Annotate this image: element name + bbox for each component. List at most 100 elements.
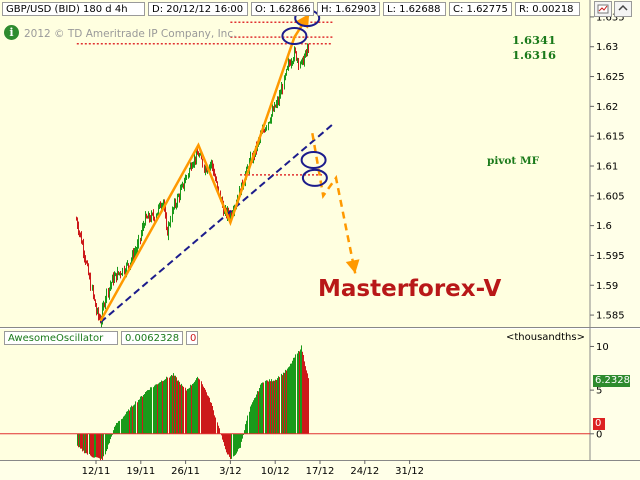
- candle-body: [166, 216, 167, 228]
- candle-body: [218, 186, 219, 191]
- candle-body: [224, 210, 225, 214]
- header-range: R: 0.00218: [515, 2, 580, 16]
- date-tick-label: 26/11: [171, 466, 200, 477]
- trend-line: [99, 123, 334, 323]
- candle-body: [288, 62, 289, 67]
- price-tick-label: 1.6: [596, 221, 612, 232]
- copyright-text: 2012 © TD Ameritrade IP Company, Inc.: [24, 28, 237, 40]
- candle-body: [81, 234, 82, 243]
- candle-body: [196, 151, 197, 161]
- candle-body: [285, 74, 286, 77]
- oscillator-axis-ticks: 10 5 0: [590, 342, 609, 440]
- oscillator-name: AwesomeOscillator: [4, 331, 118, 345]
- candle-body: [268, 122, 269, 127]
- candle-body: [125, 272, 126, 274]
- highlight-ring: [281, 26, 308, 45]
- candle-body: [207, 170, 208, 173]
- candle-body: [170, 220, 171, 225]
- price-tick-label: 1.605: [596, 191, 625, 202]
- candle-body: [191, 165, 192, 169]
- candle-body: [110, 285, 111, 288]
- candle-body: [172, 210, 173, 221]
- candle-body: [264, 130, 265, 132]
- candle-body: [142, 227, 143, 234]
- info-icon[interactable]: i: [4, 25, 19, 40]
- candle-body: [118, 271, 119, 274]
- candle-body: [195, 156, 196, 161]
- candle-body: [280, 94, 281, 96]
- candle-body: [147, 217, 148, 219]
- candle-body: [97, 309, 98, 312]
- candle-body: [215, 175, 216, 181]
- candle-body: [217, 181, 218, 187]
- candle-body: [119, 272, 120, 274]
- candle-body: [178, 195, 179, 197]
- candle-body: [111, 282, 112, 286]
- candle-body: [303, 58, 304, 65]
- candle-body: [150, 219, 151, 221]
- oscillator-zero-tag: 0: [593, 418, 605, 430]
- candle-body: [163, 200, 164, 206]
- candle-body: [116, 273, 117, 280]
- date-tick-label: 31/12: [395, 466, 424, 477]
- candle-body: [79, 231, 80, 233]
- candle-body: [95, 299, 96, 307]
- candle-body: [275, 104, 276, 107]
- candle-body: [185, 177, 186, 183]
- candle-body: [149, 214, 150, 220]
- candle-body: [193, 163, 194, 166]
- candle-body: [308, 47, 309, 52]
- candle-body: [124, 268, 125, 273]
- candle-body: [160, 203, 161, 208]
- candle-body: [272, 109, 273, 115]
- oscillator-last-tag: 6.2328: [593, 375, 630, 387]
- date-tick-label: 19/11: [126, 466, 155, 477]
- candle-body: [120, 272, 121, 275]
- candle-body: [148, 214, 149, 219]
- candle-body: [77, 219, 78, 227]
- date-tick-label: 17/12: [306, 466, 335, 477]
- candle-body: [200, 154, 201, 156]
- date-axis-ticks: 12/11 19/11 26/11 3/12 10/12 17/12 24/12 31/12: [82, 460, 424, 477]
- candle-body: [180, 189, 181, 198]
- candle-body: [136, 249, 137, 252]
- candle-body: [179, 195, 180, 198]
- oscillator-flag: 0: [186, 331, 198, 345]
- zigzag-arrowhead: [296, 13, 310, 29]
- candle-body: [152, 213, 153, 215]
- candle-body: [105, 298, 106, 306]
- candle-body: [85, 257, 86, 262]
- candle-body: [133, 252, 134, 259]
- candle-body: [306, 51, 307, 53]
- candle-body: [184, 182, 185, 187]
- settings-button[interactable]: [594, 1, 612, 17]
- candle-body: [121, 274, 122, 276]
- expand-button[interactable]: [614, 1, 632, 17]
- candle-body: [212, 161, 213, 167]
- date-tick-label: 3/12: [219, 466, 241, 477]
- candle-body: [293, 58, 294, 62]
- candle-body: [291, 62, 292, 65]
- candle-body: [274, 104, 275, 111]
- expand-icon: [618, 4, 628, 11]
- candle-body: [102, 307, 103, 320]
- candle-body: [197, 151, 198, 155]
- header-low: L: 1.62688: [383, 2, 446, 16]
- candle-body: [282, 87, 283, 90]
- candle-body: [300, 63, 301, 65]
- candle-body: [205, 168, 206, 171]
- candle-body: [106, 289, 107, 299]
- candle-body: [307, 47, 308, 53]
- oscillator-tick-label: 5: [596, 386, 602, 397]
- candle-body: [138, 238, 139, 245]
- candle-body: [281, 87, 282, 95]
- oscillator-tick-label: 10: [596, 342, 609, 353]
- candle-body: [108, 289, 109, 295]
- candle-body: [266, 126, 267, 129]
- candle-body: [93, 287, 94, 296]
- candle-body: [132, 252, 133, 260]
- candle-body: [277, 100, 278, 104]
- candle-body: [175, 201, 176, 206]
- candle-body: [304, 56, 305, 65]
